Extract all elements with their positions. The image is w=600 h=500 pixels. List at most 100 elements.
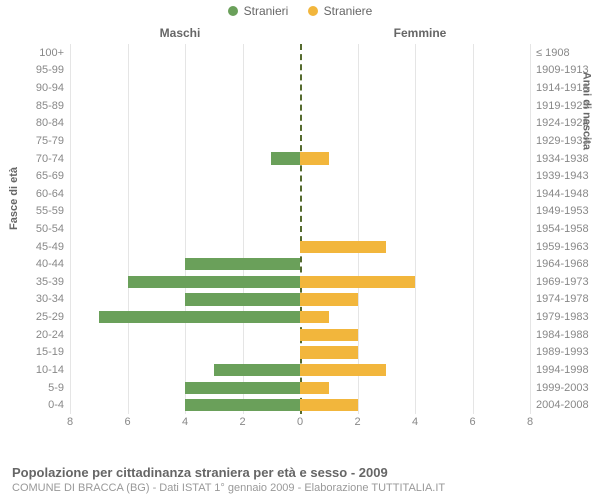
bar-female [300,382,329,394]
y-label-age: 0-4 [0,400,64,411]
age-row [70,203,530,221]
y-label-birth: 1919-1923 [536,101,589,112]
y-label-birth: 1979-1983 [536,312,589,323]
grid-line [530,44,531,414]
y-label-age: 90-94 [0,83,64,94]
age-row [70,344,530,362]
age-row [70,220,530,238]
age-row [70,97,530,115]
y-label-birth: 1934-1938 [536,154,589,165]
y-label-age: 5-9 [0,383,64,394]
age-row [70,150,530,168]
age-row [70,62,530,80]
x-tick-label: 4 [412,416,418,428]
y-label-birth: 1924-1928 [536,118,589,129]
age-row [70,79,530,97]
y-label-age: 45-49 [0,242,64,253]
y-label-birth: 1984-1988 [536,330,589,341]
y-label-birth: 1989-1993 [536,347,589,358]
y-label-age: 70-74 [0,154,64,165]
age-row [70,132,530,150]
y-label-birth: 1954-1958 [536,224,589,235]
age-row [70,115,530,133]
y-label-birth: ≤ 1908 [536,48,570,59]
y-label-birth: 2004-2008 [536,400,589,411]
bar-male [271,152,300,164]
x-tick-label: 0 [297,416,303,428]
y-label-age: 65-69 [0,171,64,182]
legend-label-female: Straniere [324,4,373,18]
x-tick-label: 4 [182,416,188,428]
legend-swatch-female [308,6,318,16]
bar-male [185,399,300,411]
age-row [70,308,530,326]
column-title-female: Femmine [300,26,600,40]
plot-area: 864202468 [70,44,530,434]
y-label-birth: 1949-1953 [536,206,589,217]
age-row [70,361,530,379]
x-tick-label: 2 [239,416,245,428]
y-label-age: 75-79 [0,136,64,147]
bar-female [300,364,386,376]
bar-female [300,241,386,253]
footer-title: Popolazione per cittadinanza straniera p… [12,465,588,480]
age-row [70,185,530,203]
y-label-birth: 1994-1998 [536,365,589,376]
chart-footer: Popolazione per cittadinanza straniera p… [12,465,588,494]
y-label-age: 20-24 [0,330,64,341]
age-row [70,379,530,397]
bar-male [214,364,300,376]
y-label-age: 15-19 [0,347,64,358]
bar-male [185,382,300,394]
bar-female [300,152,329,164]
y-label-age: 25-29 [0,312,64,323]
legend-swatch-male [228,6,238,16]
population-pyramid-chart: Stranieri Straniere Maschi Femmine Fasce… [0,0,600,500]
bar-male [185,258,300,270]
y-label-age: 35-39 [0,277,64,288]
x-tick-label: 2 [354,416,360,428]
y-label-birth: 1909-1913 [536,65,589,76]
y-label-age: 55-59 [0,206,64,217]
legend-item-female: Straniere [308,4,373,18]
y-label-birth: 1964-1968 [536,259,589,270]
x-tick-label: 8 [527,416,533,428]
y-label-age: 100+ [0,48,64,59]
y-label-birth: 1929-1933 [536,136,589,147]
y-label-birth: 1959-1963 [536,242,589,253]
bar-male [99,311,300,323]
x-tick-label: 8 [67,416,73,428]
bar-female [300,276,415,288]
y-label-age: 30-34 [0,294,64,305]
age-row [70,397,530,415]
age-row [70,44,530,62]
legend: Stranieri Straniere [0,4,600,19]
age-row [70,238,530,256]
y-label-birth: 1974-1978 [536,294,589,305]
age-row [70,326,530,344]
bar-female [300,399,358,411]
bar-male [128,276,301,288]
y-label-age: 85-89 [0,101,64,112]
y-label-birth: 1939-1943 [536,171,589,182]
legend-item-male: Stranieri [228,4,289,18]
y-label-birth: 1914-1918 [536,83,589,94]
y-label-age: 50-54 [0,224,64,235]
y-label-age: 60-64 [0,189,64,200]
bar-female [300,346,358,358]
bar-female [300,293,358,305]
legend-label-male: Stranieri [244,4,289,18]
age-row [70,273,530,291]
y-label-birth: 1999-2003 [536,383,589,394]
column-title-male: Maschi [0,26,300,40]
age-row [70,256,530,274]
x-axis-labels: 864202468 [70,414,530,434]
y-label-age: 80-84 [0,118,64,129]
bar-female [300,329,358,341]
bar-male [185,293,300,305]
x-tick-label: 6 [124,416,130,428]
y-label-birth: 1969-1973 [536,277,589,288]
y-label-age: 95-99 [0,65,64,76]
footer-subtitle: COMUNE DI BRACCA (BG) - Dati ISTAT 1° ge… [12,482,588,494]
y-label-birth: 1944-1948 [536,189,589,200]
